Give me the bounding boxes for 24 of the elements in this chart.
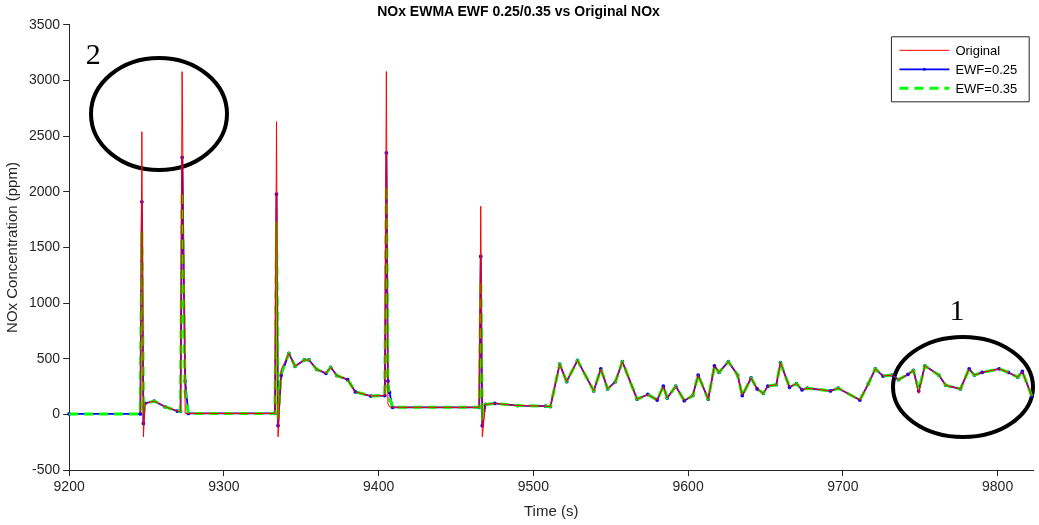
y-axis-title: NOx Concentration (ppm): [3, 162, 21, 333]
y-tick-label: 500: [36, 349, 61, 366]
annotation: 1: [949, 292, 965, 326]
x-tick-label: 9300: [208, 478, 240, 495]
y-tick-label: -500: [32, 461, 61, 478]
x-axis-title: Time (s): [523, 502, 579, 520]
legend-label: EWF=0.25: [955, 61, 1018, 77]
x-tick-label: 9400: [363, 478, 395, 495]
annotation: 2: [85, 37, 101, 71]
legend-label: EWF=0.35: [955, 80, 1018, 96]
y-tick-label: 3500: [28, 15, 61, 32]
y-tick-label: 3000: [28, 71, 61, 88]
x-tick-label: 9500: [517, 478, 550, 495]
chart-title: NOx EWMA EWF 0.25/0.35 vs Original NOx: [377, 3, 661, 20]
x-tick-label: 9800: [982, 478, 1014, 495]
x-tick-label: 9700: [827, 478, 859, 495]
y-tick-label: 2000: [28, 182, 61, 199]
y-tick-label: 1500: [28, 238, 61, 255]
y-tick-label: 0: [52, 405, 61, 422]
legend-label: Original: [955, 42, 1001, 58]
x-tick-label: 9200: [53, 478, 85, 495]
x-tick-label: 9600: [672, 478, 704, 495]
y-tick-label: 1000: [28, 294, 61, 311]
y-tick-label: 2500: [28, 127, 61, 144]
